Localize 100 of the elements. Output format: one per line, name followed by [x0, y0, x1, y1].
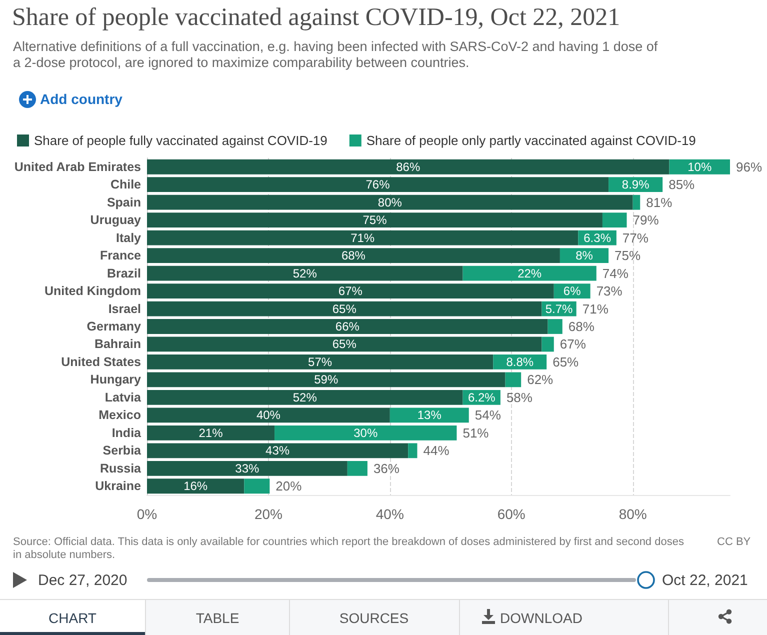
data-label: 57% — [308, 354, 332, 369]
total-label: 65% — [552, 354, 580, 370]
bar — [147, 284, 554, 298]
text: Add country — [40, 91, 122, 107]
total-label: 81% — [646, 194, 673, 210]
y-tick-label: Ukraine — [95, 479, 142, 494]
total-label: 79% — [632, 212, 660, 228]
y-tick-label: Latvia — [104, 390, 142, 404]
total-label: 36% — [373, 460, 400, 476]
total-label: 77% — [622, 230, 649, 246]
y-tick-label: Italy — [116, 230, 142, 245]
total-label: 85% — [668, 177, 696, 192]
bar — [505, 372, 522, 388]
bar — [147, 408, 390, 423]
bar — [632, 194, 640, 210]
data-label: 66% — [335, 320, 360, 334]
total-label: 73% — [596, 284, 623, 299]
bar — [147, 230, 578, 246]
bar — [147, 194, 633, 210]
text: Dec 27, 2020 — [38, 572, 128, 589]
y-tick-label: United Arab Emirates — [14, 160, 142, 174]
data-label: 76% — [366, 178, 390, 192]
y-tick-label: Brazil — [106, 266, 141, 280]
x-tick-label: 0% — [136, 506, 158, 522]
data-label: 65% — [332, 337, 357, 352]
bar — [147, 390, 463, 405]
data-label: 52% — [292, 390, 318, 404]
total-label: 74% — [602, 266, 629, 281]
y-tick-label: India — [112, 426, 142, 440]
total-label: 68% — [568, 319, 595, 334]
x-tick-label: 20% — [254, 506, 282, 522]
bar — [147, 159, 670, 174]
bar — [408, 443, 418, 458]
x-tick-label: 60% — [497, 506, 526, 522]
y-tick-label: Bahrain — [94, 337, 141, 352]
data-label: 21% — [198, 426, 224, 440]
chart-title: Share of people vaccinated against COVID-19, Oct 22, 2021 — [12, 4, 620, 32]
y-tick-label: Uruguay — [90, 213, 142, 228]
chart-subtitle: Alternative definitions of a full vaccination, e.g. having been infected with SARS-CoV-2 and having 1 dose of a 2-dose protocol, are ignored to maximize comparability between countries. — [13, 39, 659, 71]
source-note: Source: Official data. This data is only available for countries which report the breakdown of doses administered by first and second doses in absolute numbers. — [13, 536, 685, 562]
bar — [147, 212, 602, 228]
data-label: 59% — [314, 372, 338, 387]
text: Oct 22, 2021 — [662, 572, 748, 589]
x-tick-label: 80% — [618, 506, 647, 522]
bar — [147, 336, 542, 352]
y-tick-label: Chile — [110, 178, 142, 192]
bar — [147, 354, 494, 370]
total-label: 75% — [614, 248, 641, 264]
data-label: 80% — [378, 195, 402, 210]
legend-label: Share of people only partly vaccinated against COVID-19 — [366, 133, 696, 148]
x-tick-label: 40% — [376, 506, 404, 522]
y-tick-label: United Kingdom — [44, 284, 141, 298]
y-tick-label: Hungary — [90, 372, 142, 387]
bar — [147, 478, 244, 494]
bar — [347, 460, 368, 476]
data-label: 6.3% — [584, 230, 612, 245]
legend-label: Share of people fully vaccinated against COVID-19 — [34, 133, 328, 148]
bar — [147, 372, 506, 388]
y-tick-label: Serbia — [102, 444, 142, 458]
data-label: 22% — [518, 266, 542, 280]
data-label: 52% — [292, 266, 318, 280]
data-label: 16% — [184, 479, 208, 494]
data-label: 75% — [362, 213, 388, 228]
bar — [548, 319, 562, 334]
total-label: 58% — [506, 390, 533, 405]
bar — [147, 460, 348, 476]
text: CHART — [48, 610, 98, 626]
y-tick-label: Israel — [108, 302, 141, 316]
bar — [542, 336, 554, 352]
data-label: 6.2% — [468, 390, 496, 404]
y-tick-label: Germany — [86, 320, 142, 334]
bar — [147, 443, 408, 458]
data-label: 30% — [354, 426, 378, 440]
bar — [147, 301, 542, 316]
text: TABLE — [194, 610, 240, 626]
bar — [390, 408, 469, 423]
bar — [274, 425, 457, 440]
total-label: 62% — [527, 372, 554, 388]
data-label: 10% — [688, 160, 712, 174]
bar — [147, 266, 463, 281]
data-label: 40% — [256, 408, 281, 422]
text: DOWNLOAD — [500, 610, 582, 626]
y-tick-label: Mexico — [98, 408, 142, 422]
data-label: 8.9% — [622, 178, 650, 192]
bar — [147, 177, 609, 192]
bar — [669, 159, 730, 174]
data-label: 65% — [332, 302, 357, 316]
data-label: 86% — [396, 160, 420, 174]
y-tick-label: France — [100, 248, 142, 263]
data-label: 13% — [417, 408, 442, 422]
text: CC BY — [717, 536, 751, 548]
data-label: 71% — [350, 230, 375, 245]
total-label: 71% — [582, 301, 609, 316]
total-label: 54% — [474, 408, 502, 423]
data-label: 5.7% — [545, 302, 574, 316]
bar — [147, 425, 275, 440]
total-label: 51% — [462, 425, 490, 440]
data-label: 8.8% — [506, 354, 534, 369]
data-label: 67% — [338, 284, 363, 298]
total-label: 44% — [423, 443, 450, 458]
